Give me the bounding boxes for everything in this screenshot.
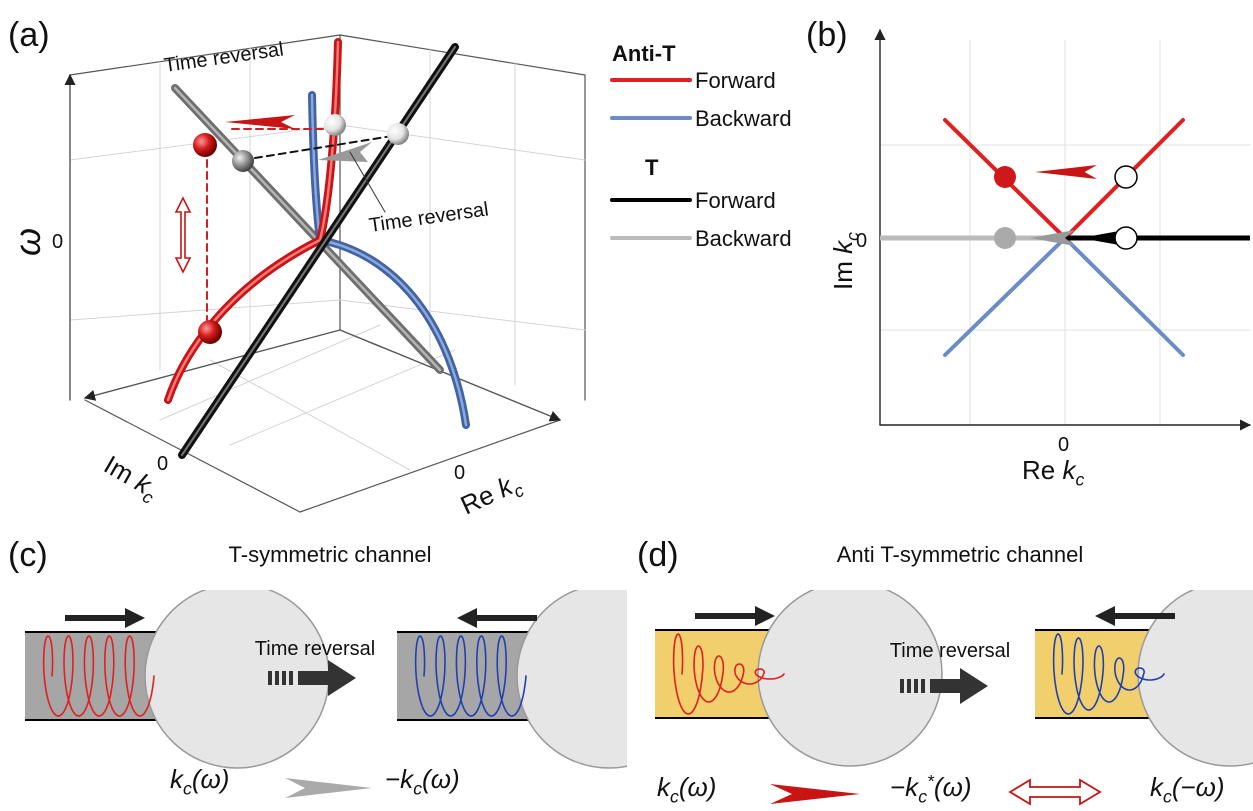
legend-title: Anti-T: [612, 41, 676, 66]
dash: [914, 679, 918, 693]
formula-part: (ω): [679, 772, 717, 802]
waveguide: [655, 582, 942, 766]
formula-part: −k: [890, 772, 920, 802]
legend-label: Backward: [695, 106, 792, 131]
red-line: [945, 120, 1183, 238]
dash: [282, 671, 286, 685]
axis-label: Re kc: [456, 467, 527, 525]
formula-part: (ω): [934, 772, 972, 802]
panel-label: (b): [806, 16, 848, 54]
arrow-head: [1095, 606, 1115, 626]
arrow-head: [960, 668, 988, 704]
sphere: [193, 133, 217, 157]
black-highlight: [182, 47, 455, 455]
sphere: [387, 123, 409, 145]
arrow-head: [285, 778, 372, 798]
arrow-head: [770, 784, 860, 804]
axis-label-part: Re: [1022, 455, 1062, 485]
marker: [994, 166, 1016, 188]
legend-title: T: [645, 155, 659, 180]
tick-label: 0: [856, 230, 867, 252]
figure: (a)Time reversalTime reversalω000Im kcRe…: [0, 0, 1253, 811]
arrow-body: [298, 671, 330, 685]
wall-grid: [340, 125, 585, 160]
arrow-body: [930, 679, 962, 693]
panel-label: (d): [637, 536, 679, 574]
tick-label: 0: [157, 453, 168, 475]
panel-title: Anti T-symmetric channel: [837, 542, 1084, 567]
double-arrow: [1010, 780, 1100, 804]
formula-part: (ω): [422, 764, 460, 794]
dash: [900, 679, 904, 693]
formula-part: (−ω): [1172, 772, 1225, 802]
annotation: Time reversal: [163, 38, 285, 77]
axis-label: ω: [7, 228, 48, 256]
arrow-head: [457, 608, 477, 628]
resonator: [1138, 582, 1253, 766]
formula-part: c: [413, 779, 422, 799]
formula-part: c: [183, 779, 192, 799]
axis-label: Im kc: [97, 449, 165, 508]
wall-grid: [230, 350, 455, 445]
formula: kc(ω): [170, 764, 229, 799]
formula: kc(ω): [657, 772, 716, 807]
panel-label: (a): [8, 16, 50, 54]
arrow-head: [755, 606, 775, 626]
sphere: [232, 150, 254, 172]
legend-label: Forward: [695, 68, 776, 93]
wall-grid: [160, 325, 380, 420]
formula-part: (ω): [192, 764, 230, 794]
formula-part: c: [1163, 787, 1172, 807]
re-axis: [340, 330, 560, 420]
dash: [289, 671, 293, 685]
tick-label: 0: [1058, 434, 1069, 456]
tick-label: 0: [52, 231, 63, 253]
formula-part: c: [670, 787, 679, 807]
sphere: [324, 114, 346, 136]
red-curve: [168, 240, 320, 400]
arrow-head: [225, 115, 295, 129]
legend-label: Forward: [695, 188, 776, 213]
annotation: Time reversal: [255, 638, 375, 660]
arrow-head: [328, 660, 356, 696]
double-arrow: [176, 198, 190, 272]
marker: [994, 227, 1016, 249]
box-edge: [340, 35, 585, 75]
marker: [1115, 227, 1137, 249]
formula: −kc*(ω): [890, 771, 972, 807]
axis-label-part: Im: [828, 254, 858, 290]
axis-label-part: c: [1075, 470, 1084, 490]
axis-label: Re kc: [1022, 455, 1084, 490]
sphere: [198, 320, 222, 344]
annotation: Time reversal: [368, 198, 490, 237]
arrow-head: [125, 608, 145, 628]
dash: [907, 679, 911, 693]
panel-title: T-symmetric channel: [229, 542, 432, 567]
arrow-head: [318, 142, 372, 162]
blue-line: [945, 238, 1183, 355]
legend-label: Backward: [695, 226, 792, 251]
tick-label: 0: [454, 462, 465, 484]
dash: [921, 679, 925, 693]
annotation: Time reversal: [890, 640, 1010, 662]
dashed-guide: [255, 136, 392, 158]
arrow-head: [1035, 165, 1097, 179]
dash: [275, 671, 279, 685]
marker: [1115, 166, 1137, 188]
dash: [268, 671, 272, 685]
red-curve: [320, 42, 338, 240]
wall-grid: [70, 300, 340, 320]
panel-label: (c): [8, 536, 48, 574]
formula-part: c: [918, 787, 927, 807]
formula: −kc(ω): [385, 764, 460, 799]
resonator: [758, 582, 942, 766]
formula-part: −k: [385, 764, 415, 794]
formula: kc(−ω): [1150, 772, 1225, 807]
wall-grid: [210, 360, 410, 470]
